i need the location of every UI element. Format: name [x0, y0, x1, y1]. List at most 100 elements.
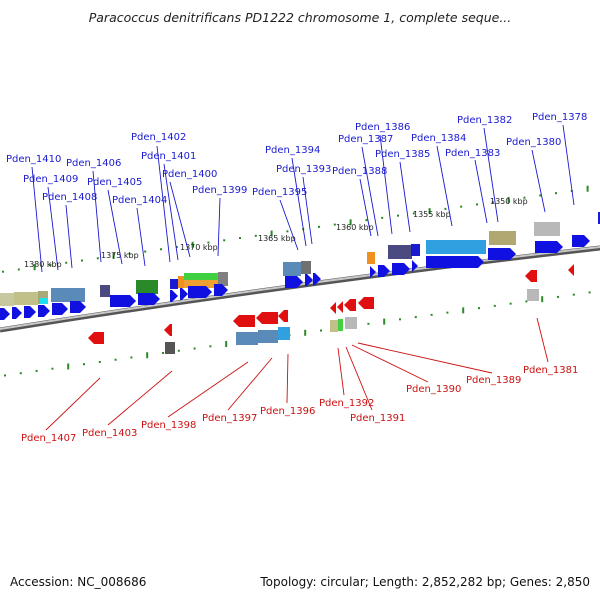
- tick-mark: [399, 318, 401, 321]
- tick-mark: [430, 313, 433, 316]
- tick-mark: [177, 349, 180, 352]
- gene-label: Pden_1386: [355, 122, 410, 133]
- forward-arrow: [110, 295, 136, 307]
- tick-mark: [412, 212, 415, 215]
- scale-label: 1355 kbp: [413, 210, 451, 219]
- reverse-arrow: [337, 301, 343, 313]
- forward-arrow: [214, 284, 228, 296]
- tick-mark: [254, 234, 257, 237]
- forward-arrow: [378, 265, 390, 277]
- forward-arrow: [24, 306, 36, 318]
- gene-label: Pden_1394: [265, 145, 320, 156]
- tick-mark: [304, 329, 307, 336]
- reverse-arrow: [164, 324, 172, 336]
- gene-label: Pden_1404: [112, 195, 167, 206]
- forward-arrow: [188, 286, 212, 298]
- gene-label: Pden_1401: [141, 151, 196, 162]
- forward-arrow: [138, 293, 160, 305]
- gene-label: Pden_1400: [162, 169, 217, 180]
- tick-mark: [239, 237, 241, 240]
- gene-label: Pden_1405: [87, 177, 142, 188]
- forward-arrow: [38, 305, 50, 317]
- scale-labels: 1380 kbp 1375 kbp 1370 kbp 1365 kbp 1360…: [24, 197, 528, 269]
- tick-mark: [320, 329, 322, 332]
- scale-label: 1350 kbp: [490, 197, 528, 206]
- leader-line: [531, 149, 546, 213]
- accession-text: Accession: NC_008686: [10, 575, 147, 589]
- gene-label: Pden_1391: [350, 413, 405, 424]
- forward-arrow: [572, 235, 590, 247]
- forward-arrow: [305, 274, 313, 286]
- tick-mark: [49, 263, 52, 266]
- tick-mark: [365, 219, 368, 222]
- forward-arrow: [313, 273, 321, 285]
- leader-line: [217, 197, 221, 257]
- gene-label: Pden_1378: [532, 112, 587, 123]
- tick-mark: [414, 316, 417, 319]
- gene-label: Pden_1382: [457, 115, 512, 126]
- reverse-arrow: [358, 297, 374, 309]
- tick-mark: [33, 264, 36, 271]
- leader-line: [279, 199, 299, 251]
- tick-mark: [509, 302, 512, 305]
- leader-line: [136, 207, 146, 267]
- gene-label: Pden_1402: [131, 132, 186, 143]
- tick-mark: [144, 250, 147, 253]
- tick-mark: [397, 214, 399, 217]
- forward-arrow: [392, 263, 410, 275]
- gene-label: Pden_1389: [466, 375, 521, 386]
- gene-label: Pden_1396: [260, 406, 315, 417]
- leader-line: [31, 166, 43, 273]
- scale-label: 1365 kbp: [258, 234, 296, 243]
- leader-line: [483, 127, 499, 223]
- tick-mark: [146, 352, 149, 359]
- leader-line: [156, 145, 171, 263]
- leader-line: [163, 163, 179, 261]
- leader-line: [399, 161, 411, 233]
- gene-label: Pden_1387: [338, 134, 393, 145]
- tick-mark: [128, 252, 131, 255]
- tick-mark: [96, 257, 99, 260]
- forward-arrow: [488, 248, 516, 260]
- tick-mark: [586, 185, 589, 192]
- tick-mark: [476, 203, 478, 206]
- forward-arrow: [370, 266, 376, 278]
- tick-mark: [162, 351, 164, 354]
- gene-label: Pden_1398: [141, 420, 196, 431]
- tick-mark: [19, 372, 22, 375]
- tick-mark: [114, 358, 117, 361]
- gene-label: Pden_1390: [406, 384, 461, 395]
- reverse-arrow: [256, 312, 278, 324]
- scale-label: 1360 kbp: [336, 223, 374, 232]
- tick-mark: [493, 304, 496, 307]
- gene-label: Pden_1403: [82, 428, 137, 439]
- leader-line: [92, 170, 102, 263]
- reverse-gene-labels: Pden_1407 Pden_1403 Pden_1398 Pden_1397 …: [21, 365, 578, 444]
- tick-mark: [507, 196, 510, 203]
- leader-line: [436, 145, 453, 227]
- tick-mark: [17, 268, 20, 271]
- forward-arrow: [12, 307, 22, 319]
- leader-line: [291, 157, 307, 247]
- tick-mark: [191, 241, 194, 248]
- tick-mark: [349, 219, 352, 226]
- tick-mark: [4, 374, 6, 377]
- tick-mark: [541, 296, 544, 303]
- genome-summary: Topology: circular; Length: 2,852,282 bp…: [260, 575, 590, 589]
- forward-arrow: [426, 256, 484, 268]
- tick-mark: [444, 207, 447, 210]
- tick-mark: [539, 194, 542, 197]
- reverse-arrow: [278, 310, 288, 322]
- tick-mark: [381, 216, 384, 219]
- tick-mark: [112, 253, 115, 260]
- tick-mark: [572, 293, 575, 296]
- gene-label: Pden_1409: [23, 174, 78, 185]
- leader-line: [345, 346, 373, 411]
- gene-label: Pden_1385: [375, 149, 430, 160]
- leader-line: [536, 317, 549, 363]
- forward-arrow: [535, 241, 563, 253]
- forward-arrow: [170, 290, 178, 302]
- tick-mark: [98, 360, 101, 363]
- gene-label: Pden_1383: [445, 148, 500, 159]
- leader-line: [359, 178, 372, 237]
